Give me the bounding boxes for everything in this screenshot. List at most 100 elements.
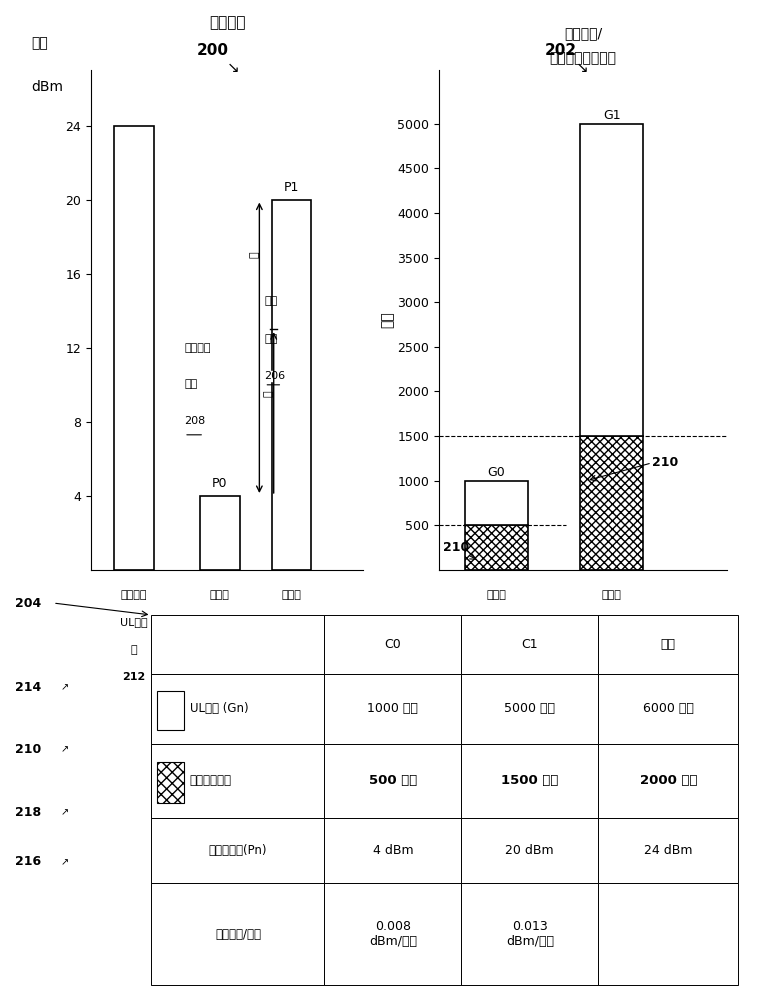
Text: 204: 204 bbox=[15, 597, 42, 610]
Text: 212: 212 bbox=[122, 672, 145, 682]
Text: 210: 210 bbox=[652, 456, 678, 469]
Text: 数据分配/: 数据分配/ bbox=[564, 26, 602, 40]
Text: 失衡: 失衡 bbox=[264, 334, 278, 344]
Text: 辅载波: 辅载波 bbox=[602, 590, 621, 600]
Bar bbox=[157, 691, 184, 730]
Text: 主载波: 主载波 bbox=[210, 590, 230, 600]
Text: 4 dBm: 4 dBm bbox=[372, 844, 413, 857]
Text: ↘: ↘ bbox=[575, 60, 588, 75]
Text: 0.013
dBm/比特: 0.013 dBm/比特 bbox=[506, 920, 554, 948]
Text: UL功率: UL功率 bbox=[120, 617, 148, 628]
Text: C1: C1 bbox=[604, 617, 619, 628]
Text: 〈: 〈 bbox=[288, 645, 295, 655]
Text: P1: P1 bbox=[284, 181, 299, 194]
Bar bbox=[599, 744, 738, 818]
Text: G1: G1 bbox=[603, 109, 621, 122]
Bar bbox=[325, 674, 461, 744]
Text: 功率失衡: 功率失衡 bbox=[184, 343, 210, 353]
Text: 2000 比特: 2000 比特 bbox=[640, 774, 697, 787]
Text: 主载波: 主载波 bbox=[487, 590, 506, 600]
Text: C0: C0 bbox=[213, 617, 227, 628]
Bar bbox=[325, 615, 461, 674]
Text: 24: 24 bbox=[284, 672, 300, 682]
Text: 24: 24 bbox=[604, 672, 619, 682]
Text: ↗: ↗ bbox=[61, 744, 69, 754]
Bar bbox=[461, 883, 599, 985]
Text: G0: G0 bbox=[488, 466, 506, 479]
Text: 218: 218 bbox=[15, 806, 42, 819]
Text: 阈值: 阈值 bbox=[184, 379, 198, 389]
Text: 〈: 〈 bbox=[130, 645, 137, 655]
Text: C1: C1 bbox=[522, 638, 538, 651]
Text: 5000 比特: 5000 比特 bbox=[504, 702, 556, 715]
Bar bbox=[599, 883, 738, 985]
Bar bbox=[325, 818, 461, 883]
Text: 214: 214 bbox=[15, 681, 42, 694]
Text: 24 dBm: 24 dBm bbox=[644, 844, 693, 857]
Bar bbox=[114, 126, 154, 570]
Bar bbox=[465, 525, 528, 570]
Bar bbox=[461, 818, 599, 883]
Bar bbox=[272, 200, 311, 570]
Text: ↗: ↗ bbox=[61, 857, 69, 867]
Bar bbox=[325, 883, 461, 985]
Text: 功率: 功率 bbox=[31, 36, 48, 50]
Text: ↘: ↘ bbox=[227, 60, 240, 75]
Bar bbox=[461, 744, 599, 818]
Text: 〈: 〈 bbox=[609, 645, 615, 655]
Text: 剩余可用: 剩余可用 bbox=[120, 590, 147, 600]
Text: 0.008
dBm/比特: 0.008 dBm/比特 bbox=[369, 920, 417, 948]
Text: 208: 208 bbox=[184, 416, 205, 426]
Text: 1500 比特: 1500 比特 bbox=[501, 774, 559, 787]
Text: C0: C0 bbox=[489, 617, 504, 628]
Text: 总计: 总计 bbox=[661, 638, 676, 651]
Text: 216: 216 bbox=[15, 855, 42, 868]
Bar bbox=[461, 615, 599, 674]
Bar bbox=[599, 674, 738, 744]
Text: 〈: 〈 bbox=[494, 645, 500, 655]
Bar bbox=[461, 674, 599, 744]
Text: 6000 比特: 6000 比特 bbox=[643, 702, 693, 715]
Text: 1000 比特: 1000 比特 bbox=[367, 702, 419, 715]
Text: 分配的功率(Pn): 分配的功率(Pn) bbox=[209, 844, 267, 857]
Y-axis label: 比特: 比特 bbox=[381, 312, 394, 328]
Text: 功率: 功率 bbox=[264, 296, 278, 306]
Text: C1: C1 bbox=[285, 617, 299, 628]
Bar bbox=[151, 818, 325, 883]
Text: 辅载波: 辅载波 bbox=[282, 590, 301, 600]
Bar bbox=[465, 481, 528, 525]
Text: 〜: 〜 bbox=[249, 252, 260, 258]
Text: 〈: 〈 bbox=[217, 645, 223, 655]
Text: 实际传送的数据量: 实际传送的数据量 bbox=[550, 51, 616, 65]
Text: ↗: ↗ bbox=[61, 807, 69, 817]
Text: UL准予 (Gn): UL准予 (Gn) bbox=[189, 702, 248, 715]
Bar bbox=[580, 124, 643, 436]
Text: 210: 210 bbox=[443, 541, 469, 554]
Bar bbox=[599, 615, 738, 674]
Text: 〜: 〜 bbox=[263, 391, 274, 397]
Bar bbox=[151, 744, 325, 818]
Text: 210: 210 bbox=[15, 743, 42, 756]
Text: ↗: ↗ bbox=[61, 682, 69, 692]
Bar bbox=[325, 744, 461, 818]
Text: P0: P0 bbox=[212, 477, 228, 490]
Text: 20 dBm: 20 dBm bbox=[506, 844, 554, 857]
Text: 202: 202 bbox=[545, 43, 577, 58]
Text: dBm: dBm bbox=[31, 80, 63, 94]
Text: 206: 206 bbox=[264, 371, 285, 381]
Bar bbox=[151, 674, 325, 744]
Bar bbox=[580, 436, 643, 570]
Text: 22: 22 bbox=[489, 672, 504, 682]
Bar bbox=[599, 818, 738, 883]
Text: C0: C0 bbox=[385, 638, 401, 651]
Text: 有效功率/比特: 有效功率/比特 bbox=[215, 928, 261, 941]
Bar bbox=[151, 883, 325, 985]
Text: 200: 200 bbox=[197, 43, 229, 58]
Text: 功率分配: 功率分配 bbox=[209, 15, 245, 30]
Bar bbox=[200, 496, 240, 570]
Text: 22: 22 bbox=[212, 672, 228, 682]
Text: 实际传送数据: 实际传送数据 bbox=[189, 774, 232, 787]
Bar bbox=[157, 762, 184, 803]
Bar bbox=[151, 615, 325, 674]
Text: 500 比特: 500 比特 bbox=[369, 774, 417, 787]
